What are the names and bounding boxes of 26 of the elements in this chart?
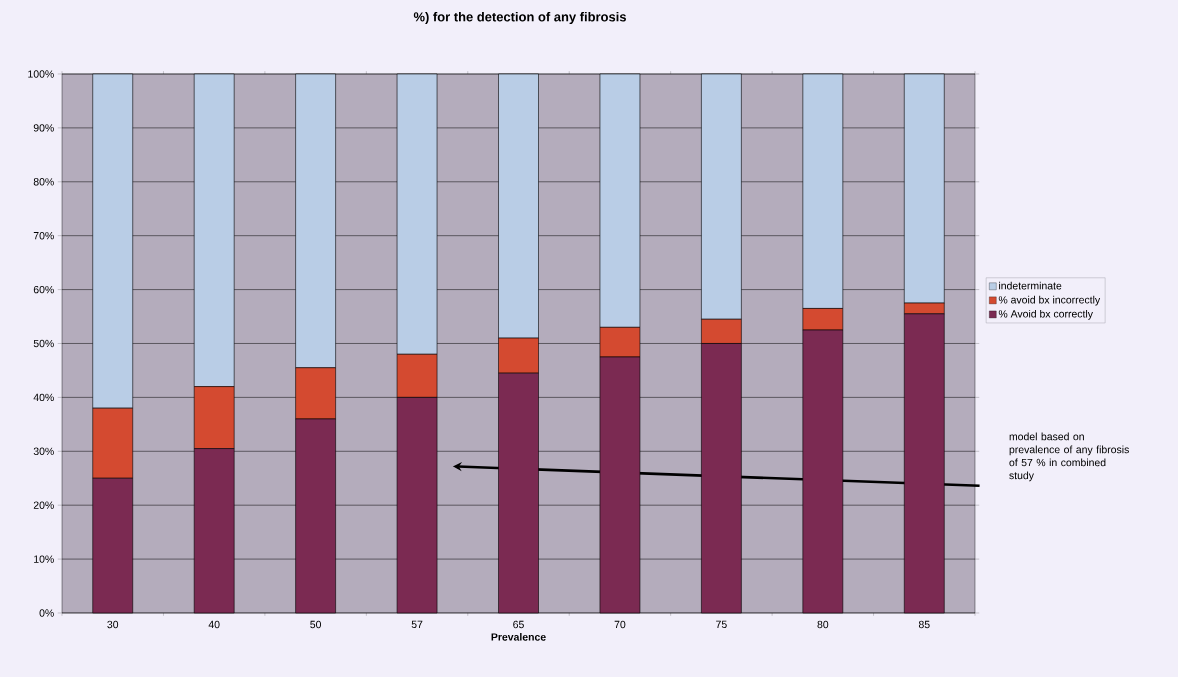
x-tick-label: 85 [918,620,930,629]
y-tick-label: 0% [39,609,54,617]
x-tick-label: 57 [411,620,423,629]
y-tick-label: 70% [33,231,54,240]
x-tick-label: 75 [716,620,727,629]
legend-label: % Avoid bx correctly [998,309,1093,320]
x-tick-label: 65 [513,620,524,629]
x-tick-label: 30 [107,620,119,629]
text: model based on prevalence of any fibrosis of 57 % in combined study [1009,432,1129,482]
legend-label: % avoid bx incorrectly [998,295,1101,306]
y-tick-label: 30% [33,447,54,455]
x-tick-label: 50 [310,620,322,629]
y-tick-label: 20% [33,501,54,509]
x-tick-label: 40 [208,620,220,629]
chart-title: %) for the detection of any fibrosis [413,11,626,25]
y-tick-label: 90% [33,124,54,132]
y-tick-label: 50% [33,339,54,348]
x-axis-title: Prevalence [491,633,546,641]
y-tick-label: 10% [34,555,54,563]
x-tick-label: 70 [614,620,626,629]
y-tick-label: 80% [33,178,54,186]
y-tick-label: 60% [33,285,54,294]
y-tick-label: 40% [33,393,54,402]
y-tick-label: 100% [28,70,54,78]
legend-label: indeterminate [999,281,1062,290]
x-tick-label: 80 [817,620,829,629]
